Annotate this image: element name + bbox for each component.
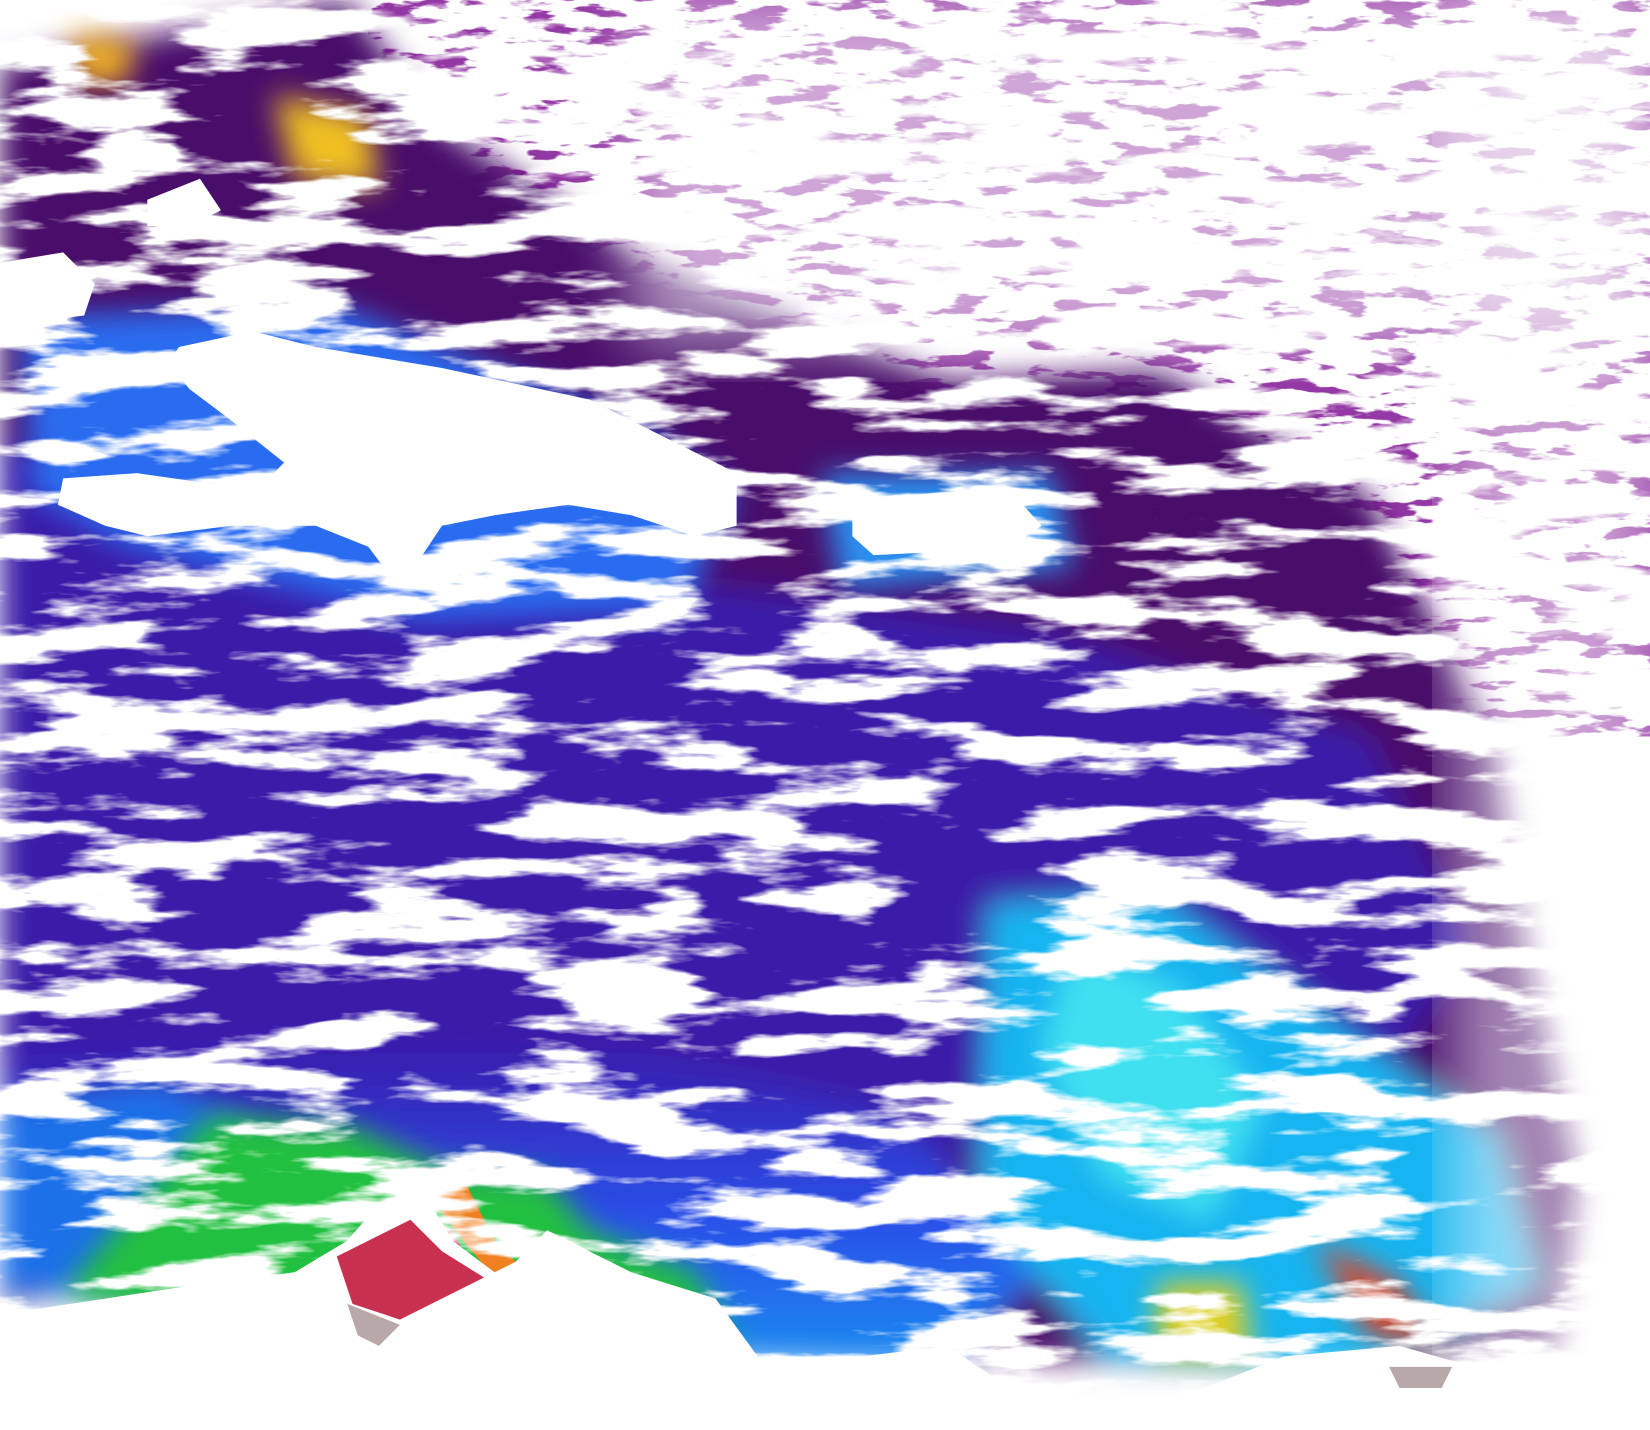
island <box>147 178 221 227</box>
hispaniola <box>57 331 737 589</box>
cuba <box>0 252 95 326</box>
lagoon-red <box>336 1219 485 1320</box>
puerto-rico <box>852 492 1042 556</box>
cloud-haze <box>1452 0 1650 1430</box>
land-grey <box>1389 1366 1453 1388</box>
land-grey <box>347 1303 400 1346</box>
